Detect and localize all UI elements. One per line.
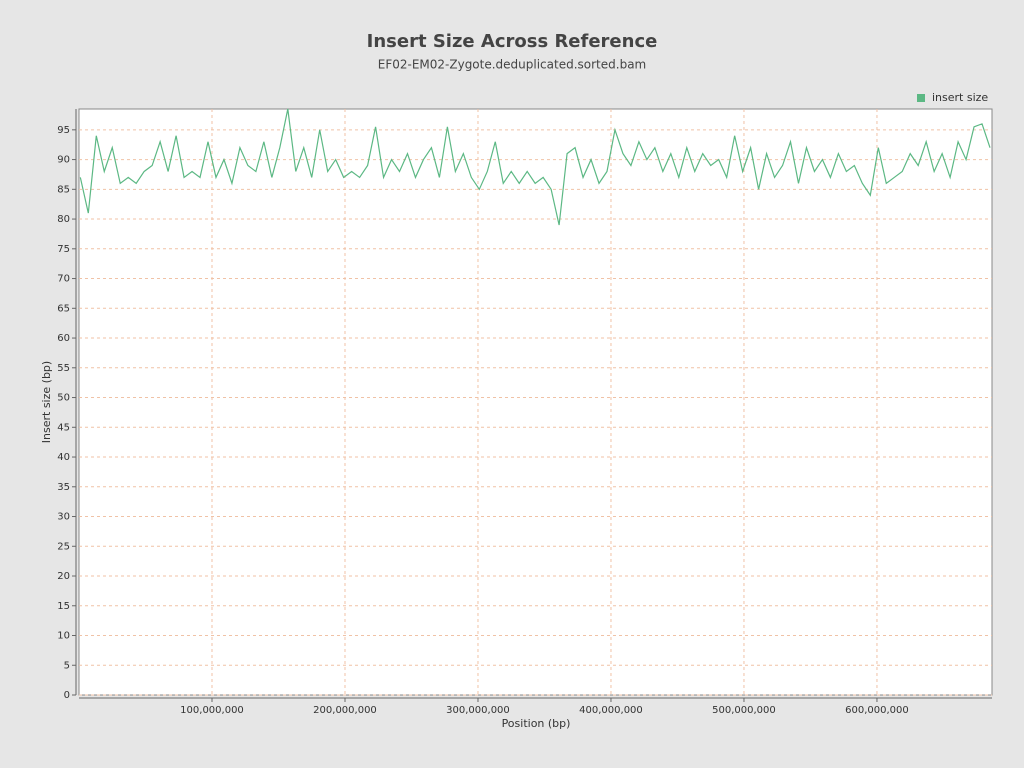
chart-title: Insert Size Across Reference [367,31,658,52]
y-tick-label: 70 [57,274,70,285]
y-tick-label: 60 [57,333,70,344]
y-tick-label: 15 [57,601,70,612]
x-tick-label: 400,000,000 [579,705,643,716]
y-tick-label: 35 [57,482,70,493]
y-tick-label: 0 [64,690,70,701]
y-tick-label: 45 [57,422,70,433]
x-tick-label: 200,000,000 [313,705,377,716]
y-tick-label: 65 [57,303,70,314]
y-tick-label: 5 [64,660,70,671]
y-tick-label: 55 [57,363,70,374]
y-tick-label: 25 [57,541,70,552]
chart-subtitle: EF02-EM02-Zygote.deduplicated.sorted.bam [378,58,647,72]
x-axis-label: Position (bp) [502,717,571,730]
plot-area [78,108,993,696]
data-line [79,108,991,226]
y-tick-label: 30 [57,512,70,523]
x-tick-label: 300,000,000 [446,705,510,716]
y-tick-label: 75 [57,244,70,255]
y-tick-label: 20 [57,571,70,582]
y-tick-label: 85 [57,184,70,195]
legend-swatch [917,94,925,102]
y-tick-label: 90 [57,155,70,166]
x-tick-label: 100,000,000 [180,705,244,716]
y-tick-label: 95 [57,125,70,136]
y-axis-label: Insert size (bp) [40,361,53,443]
y-tick-label: 80 [57,214,70,225]
legend-label: insert size [932,91,988,104]
y-tick-label: 10 [57,631,70,642]
x-tick-label: 500,000,000 [712,705,776,716]
x-tick-label: 600,000,000 [845,705,909,716]
y-tick-label: 40 [57,452,70,463]
y-tick-label: 50 [57,393,70,404]
